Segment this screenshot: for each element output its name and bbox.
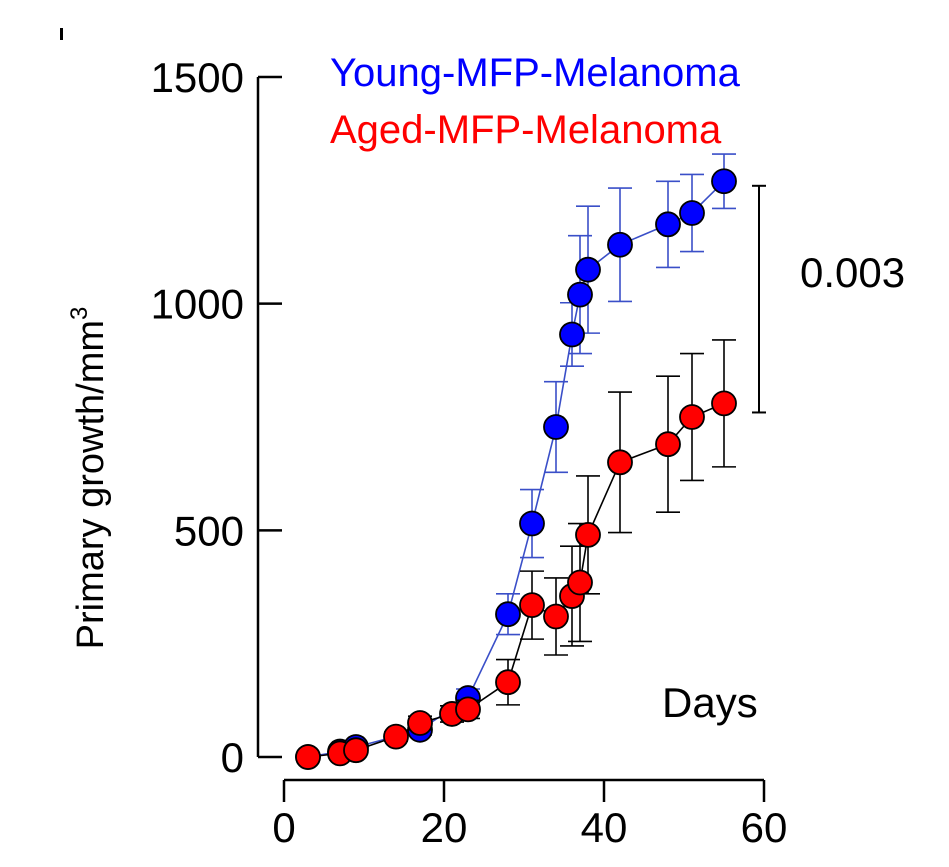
- data-point: [407, 710, 433, 736]
- data-point: [295, 744, 321, 770]
- significance-bracket: [752, 184, 766, 414]
- y-tick-label: 1500: [151, 54, 244, 101]
- data-point: [575, 256, 601, 283]
- data-point: [567, 281, 593, 308]
- x-axis-title: Days: [662, 679, 758, 726]
- data-point: [495, 669, 521, 696]
- x-tick-label: 60: [741, 804, 788, 851]
- y-tick-label: 1000: [151, 281, 244, 328]
- data-point: [559, 321, 585, 348]
- data-point: [711, 390, 737, 417]
- x-tick-label: 20: [421, 804, 468, 851]
- y-axis-ticks: 0 500 1000 1500: [151, 54, 282, 781]
- data-point: [655, 431, 681, 458]
- data-point: [343, 737, 369, 764]
- series-aged: [295, 339, 737, 770]
- corner-mark: [60, 28, 63, 40]
- x-tick-label: 0: [272, 804, 295, 851]
- y-tick-label: 0: [221, 734, 244, 781]
- data-series: [295, 153, 737, 770]
- data-point: [607, 449, 633, 476]
- y-tick-label: 500: [174, 507, 244, 554]
- data-point: [519, 510, 545, 537]
- data-point: [679, 404, 705, 430]
- data-point: [519, 592, 545, 619]
- data-point: [679, 200, 705, 226]
- data-point: [567, 569, 593, 596]
- x-axis-ticks: 0 20 40 60: [272, 780, 787, 851]
- data-point: [607, 231, 633, 258]
- data-point: [575, 521, 601, 548]
- p-value-label: 0.003: [800, 249, 905, 296]
- data-point: [455, 696, 481, 723]
- legend-young: Young-MFP-Melanoma: [330, 51, 741, 95]
- data-point: [655, 211, 681, 238]
- y-axis-title: Primary growth/mm3: [66, 307, 112, 650]
- x-tick-label: 40: [581, 804, 628, 851]
- data-point: [543, 603, 569, 630]
- data-point: [711, 168, 737, 195]
- data-point: [543, 414, 569, 440]
- data-point: [495, 601, 521, 628]
- legend-aged: Aged-MFP-Melanoma: [330, 108, 722, 152]
- data-point: [383, 723, 409, 750]
